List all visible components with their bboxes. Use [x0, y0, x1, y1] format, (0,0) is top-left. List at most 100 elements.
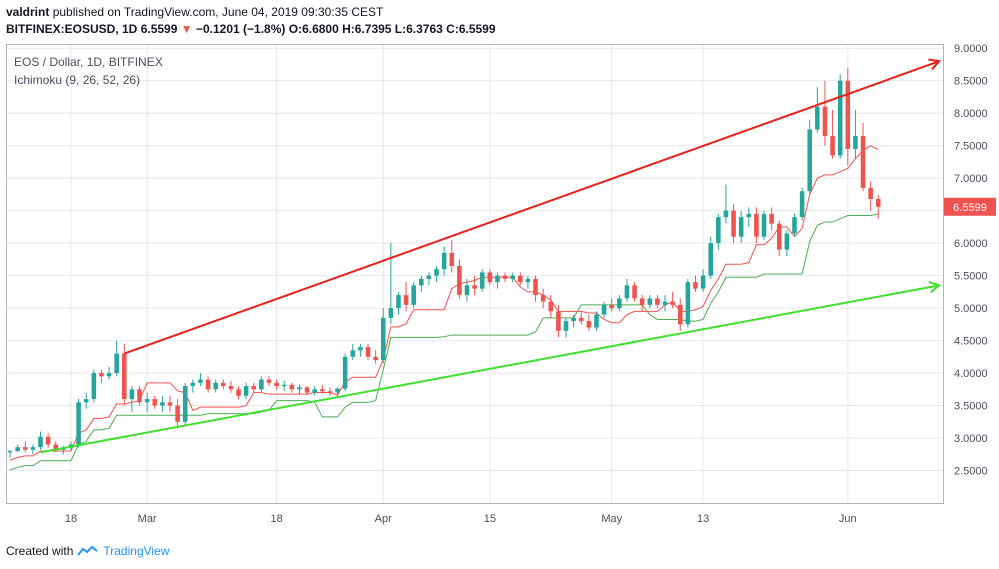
candle-body: [563, 321, 569, 331]
candle-body: [449, 252, 455, 266]
candle-body: [106, 373, 112, 377]
candle-body: [259, 379, 264, 390]
x-tick-label: Mar: [138, 513, 157, 525]
candle-body: [419, 278, 424, 286]
price-change: −0.1201 (−1.8%): [195, 22, 286, 36]
candle-body: [274, 382, 279, 387]
candle-body: [594, 314, 599, 328]
candle-body: [746, 213, 752, 218]
candle-body: [784, 233, 790, 250]
candle-body: [426, 275, 432, 279]
candle-body: [205, 379, 211, 390]
chart-area[interactable]: [6, 44, 944, 504]
published-text: published on TradingView.com, June 04, 2…: [52, 5, 384, 19]
candle-body: [601, 304, 607, 315]
x-tick-label: 13: [697, 513, 709, 525]
author-name[interactable]: valdrint: [6, 5, 50, 19]
candle-body: [578, 317, 584, 322]
candle-body: [457, 265, 462, 296]
support-arrow-icon: [928, 280, 942, 294]
y-tick-label: 9.0000: [954, 43, 988, 55]
legend-indicator[interactable]: Ichimoku (9, 26, 52, 26): [14, 73, 141, 87]
candle-body: [76, 402, 81, 445]
support-line: [40, 284, 940, 454]
time-axis: 18 Mar 18 Apr 15 May 13 Jun: [65, 513, 857, 525]
y-tick-label: 7.0000: [954, 173, 988, 185]
candle-body: [571, 317, 576, 322]
candle-body: [38, 436, 43, 448]
candle-body: [22, 447, 28, 450]
candle-body: [289, 384, 295, 390]
candle-body: [815, 106, 820, 130]
candle-body: [358, 347, 363, 351]
candle-body: [670, 301, 675, 305]
candle-body: [190, 382, 196, 387]
candle-body: [723, 210, 729, 218]
candles: [7, 67, 881, 458]
candle-body: [236, 389, 241, 396]
candle-body: [365, 347, 371, 357]
symbol-header: BITFINEX:EOSUSD, 1D 6.5599 ▼ −0.1201 (−1…: [6, 21, 496, 37]
candle-body: [632, 285, 637, 299]
y-tick-label: 4.0000: [954, 368, 988, 380]
candle-body: [510, 275, 515, 279]
candle-body: [868, 187, 873, 199]
candle-body: [479, 272, 485, 289]
candle-body: [617, 298, 622, 309]
candle-body: [213, 382, 218, 390]
ichimoku-lines: [9, 145, 879, 471]
candle-body: [91, 373, 97, 400]
x-tick-label: Jun: [839, 513, 857, 525]
y-tick-label: 8.0000: [954, 108, 988, 120]
candle-body: [792, 217, 797, 234]
candle-body: [182, 386, 188, 422]
candle-body: [441, 252, 447, 270]
candle-body: [731, 210, 736, 237]
candle-body: [845, 80, 851, 149]
x-tick-label: Apr: [375, 513, 392, 525]
candle-body: [624, 285, 630, 299]
candle-body: [647, 298, 653, 305]
tradingview-brand[interactable]: TradingView: [103, 544, 170, 558]
candle-body: [502, 275, 508, 279]
created-with-text: Created with: [6, 544, 74, 558]
y-tick-label: 5.5000: [954, 271, 988, 283]
candle-body: [776, 223, 782, 250]
candle-body: [152, 399, 158, 406]
candle-body: [380, 317, 386, 361]
candle-body: [167, 402, 173, 406]
candle-body: [114, 353, 119, 374]
candle-body: [7, 451, 13, 453]
candle-body: [716, 217, 721, 244]
tradingview-logo-icon[interactable]: [77, 545, 99, 557]
candle-body: [533, 278, 538, 296]
footer: Created with TradingView: [6, 544, 169, 558]
candle-body: [548, 301, 554, 312]
candle-body: [373, 356, 378, 361]
candle-body: [754, 213, 759, 237]
candle-body: [243, 386, 249, 396]
candle-body: [761, 213, 767, 237]
x-tick-label: 18: [65, 513, 77, 525]
candle-body: [228, 386, 234, 390]
ohlc-values: O:6.6800 H:6.7395 L:6.3763 C:6.5599: [288, 22, 496, 36]
candle-body: [320, 389, 325, 392]
candle-body: [807, 129, 813, 192]
candle-body: [335, 388, 340, 393]
y-tick-label: 8.5000: [954, 76, 988, 88]
candle-body: [495, 275, 500, 283]
x-tick-label: 15: [484, 513, 496, 525]
candle-body: [769, 213, 774, 224]
candle-body: [53, 444, 59, 450]
conversion-line: [9, 145, 879, 461]
candle-body: [175, 405, 180, 422]
candle-body: [160, 402, 165, 406]
y-tick-label: 3.5000: [954, 401, 988, 413]
candle-body: [396, 295, 401, 309]
candle-body: [556, 311, 561, 331]
candle-body: [609, 304, 614, 309]
candle-body: [700, 275, 706, 289]
candle-body: [639, 298, 645, 305]
y-tick-label: 4.5000: [954, 336, 988, 348]
